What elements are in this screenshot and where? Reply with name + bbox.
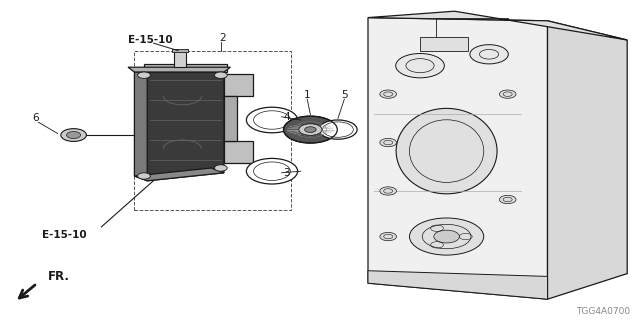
Polygon shape bbox=[224, 96, 237, 141]
Text: TGG4A0700: TGG4A0700 bbox=[576, 308, 630, 316]
Text: 4: 4 bbox=[284, 112, 290, 122]
Polygon shape bbox=[134, 72, 147, 181]
Circle shape bbox=[299, 124, 322, 135]
Circle shape bbox=[246, 158, 298, 184]
Polygon shape bbox=[134, 168, 224, 181]
Bar bbox=[420, 37, 468, 52]
Ellipse shape bbox=[396, 108, 497, 194]
Circle shape bbox=[214, 72, 227, 78]
Circle shape bbox=[434, 230, 460, 243]
Circle shape bbox=[499, 195, 516, 204]
Text: 6: 6 bbox=[32, 113, 38, 124]
Circle shape bbox=[253, 111, 291, 129]
Circle shape bbox=[214, 165, 227, 171]
Bar bbox=[134, 51, 291, 210]
Circle shape bbox=[499, 90, 516, 98]
Circle shape bbox=[470, 45, 508, 64]
Polygon shape bbox=[144, 64, 227, 72]
Polygon shape bbox=[368, 271, 548, 299]
Circle shape bbox=[380, 90, 397, 98]
Circle shape bbox=[410, 218, 484, 255]
Circle shape bbox=[305, 127, 316, 132]
Circle shape bbox=[138, 72, 150, 78]
Polygon shape bbox=[147, 72, 224, 181]
Bar bbox=[174, 51, 186, 67]
Polygon shape bbox=[548, 21, 627, 299]
Text: FR.: FR. bbox=[48, 270, 70, 283]
Text: 2: 2 bbox=[220, 33, 226, 43]
Circle shape bbox=[323, 122, 353, 137]
Circle shape bbox=[138, 173, 150, 179]
Bar bbox=[172, 49, 188, 52]
Circle shape bbox=[380, 187, 397, 195]
Text: 3: 3 bbox=[284, 168, 290, 178]
Circle shape bbox=[246, 107, 298, 133]
Circle shape bbox=[380, 232, 397, 241]
Text: 1: 1 bbox=[304, 90, 310, 100]
Polygon shape bbox=[368, 18, 548, 299]
Circle shape bbox=[67, 132, 81, 139]
Circle shape bbox=[319, 120, 357, 139]
Circle shape bbox=[284, 116, 337, 143]
Polygon shape bbox=[224, 74, 253, 96]
Circle shape bbox=[380, 138, 397, 147]
Polygon shape bbox=[224, 141, 253, 163]
Circle shape bbox=[396, 53, 444, 78]
Text: E-15-10: E-15-10 bbox=[128, 35, 173, 45]
Circle shape bbox=[61, 129, 86, 141]
Polygon shape bbox=[368, 11, 627, 40]
Text: E-15-10: E-15-10 bbox=[42, 230, 86, 240]
Circle shape bbox=[253, 162, 291, 180]
Polygon shape bbox=[128, 67, 230, 72]
Text: 5: 5 bbox=[341, 90, 348, 100]
